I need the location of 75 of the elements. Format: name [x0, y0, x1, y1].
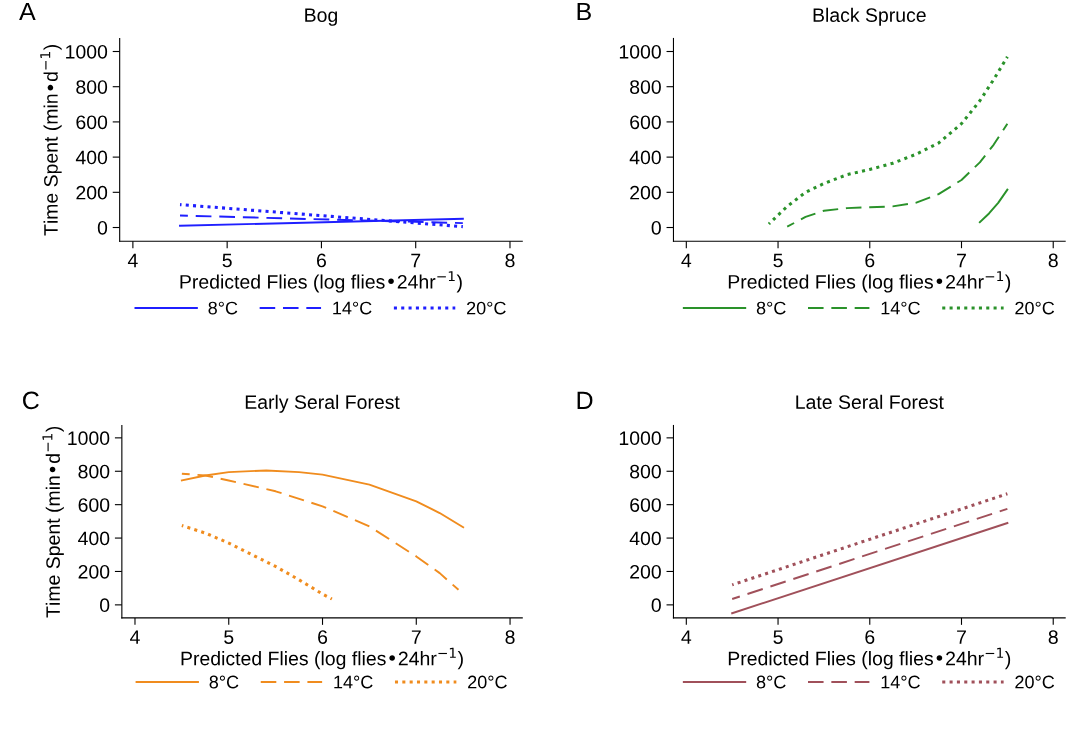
legend-label: 20°C [1015, 301, 1055, 315]
x-tick-label: 4 [681, 630, 692, 644]
y-tick-label: 600 [630, 115, 661, 130]
x-tick-label: 5 [773, 253, 783, 268]
y-tick-label: 1000 [66, 44, 108, 59]
x-tick-label: 6 [317, 253, 326, 268]
y-axis-title: Time Spent (min•d$^{−1}$) [42, 426, 64, 618]
legend-label: 14°C [334, 675, 373, 689]
y-tick-label: 200 [76, 185, 108, 200]
x-axis-title: Predicted Flies (log flies•24hr$^{−1}$) [181, 647, 463, 670]
x-axis-title: Predicted Flies (log flies•24hr$^{−1}$) [180, 271, 462, 293]
y-tick-label: 400 [629, 150, 661, 165]
y-tick-label: 400 [629, 531, 661, 546]
y-tick-label: 600 [76, 115, 108, 130]
x-tick-label: 8 [1048, 630, 1058, 644]
legend-label: 8°C [756, 301, 786, 315]
x-tick-label: 8 [1048, 253, 1058, 268]
x-tick-label: 4 [681, 253, 692, 268]
text: B [577, 2, 591, 21]
y-tick-label: 200 [78, 564, 110, 579]
chart-title: Late Seral Forest [796, 394, 944, 410]
text: C [23, 391, 39, 410]
x-tick-label: 8 [505, 630, 515, 644]
line-series [180, 472, 460, 591]
legend-label: 8°C [756, 675, 786, 689]
x-tick-label: 7 [411, 630, 421, 644]
chart-title: Early Seral Forest [245, 394, 400, 413]
x-tick-label: 5 [773, 630, 783, 644]
x-tick-label: 7 [957, 253, 966, 268]
x-tick-label: 4 [127, 253, 138, 268]
x-tick-label: 6 [865, 630, 875, 644]
y-tick-label: 200 [630, 564, 661, 579]
legend-label: 20°C [467, 301, 506, 315]
y-tick-label: 0 [651, 220, 661, 235]
x-axis-title: Predicted Flies (log flies•24hr$^{−1}$) [728, 647, 1011, 670]
legend-label: 20°C [468, 675, 507, 689]
y-tick-label: 600 [78, 498, 110, 512]
y-tick-label: 800 [78, 464, 110, 479]
x-tick-label: 5 [222, 253, 232, 268]
y-tick-label: 800 [76, 80, 108, 94]
y-tick-label: 200 [630, 185, 661, 200]
y-axis-title: Time Spent (min•d$^{−1}$) [40, 45, 62, 236]
legend-label: 14°C [333, 301, 372, 315]
y-tick-label: 0 [100, 598, 110, 613]
y-tick-label: 600 [630, 498, 661, 512]
y-tick-label: 800 [630, 80, 661, 94]
text: D [577, 391, 593, 409]
text: A [19, 2, 36, 21]
y-tick-label: 800 [630, 464, 661, 479]
y-tick-label: 1000 [619, 44, 661, 59]
line-series [786, 122, 1009, 228]
legend-label: 8°C [208, 301, 238, 315]
x-tick-label: 6 [318, 630, 328, 644]
y-tick-label: 400 [75, 150, 108, 165]
legend-label: 8°C [209, 675, 239, 689]
legend-label: 14°C [881, 301, 920, 315]
y-tick-label: 1000 [68, 431, 110, 446]
x-tick-label: 8 [505, 253, 515, 268]
x-axis-title: Predicted Flies (log flies•24hr$^{−1}$) [728, 271, 1011, 293]
y-tick-label: 0 [97, 220, 108, 235]
line-series [978, 188, 1009, 224]
x-tick-label: 5 [224, 630, 234, 644]
x-tick-label: 6 [865, 253, 875, 268]
legend-label: 14°C [881, 675, 920, 689]
x-tick-label: 7 [411, 253, 421, 268]
chart-title: Bog [305, 8, 338, 26]
y-tick-label: 400 [78, 531, 110, 546]
x-tick-label: 4 [130, 630, 140, 644]
line-series [180, 524, 334, 601]
y-tick-label: 1000 [619, 431, 661, 446]
y-tick-label: 0 [651, 598, 661, 613]
x-tick-label: 7 [957, 630, 966, 644]
chart-title: Black Spruce [813, 7, 926, 26]
line-series [767, 55, 1009, 226]
legend-label: 20°C [1015, 675, 1055, 689]
